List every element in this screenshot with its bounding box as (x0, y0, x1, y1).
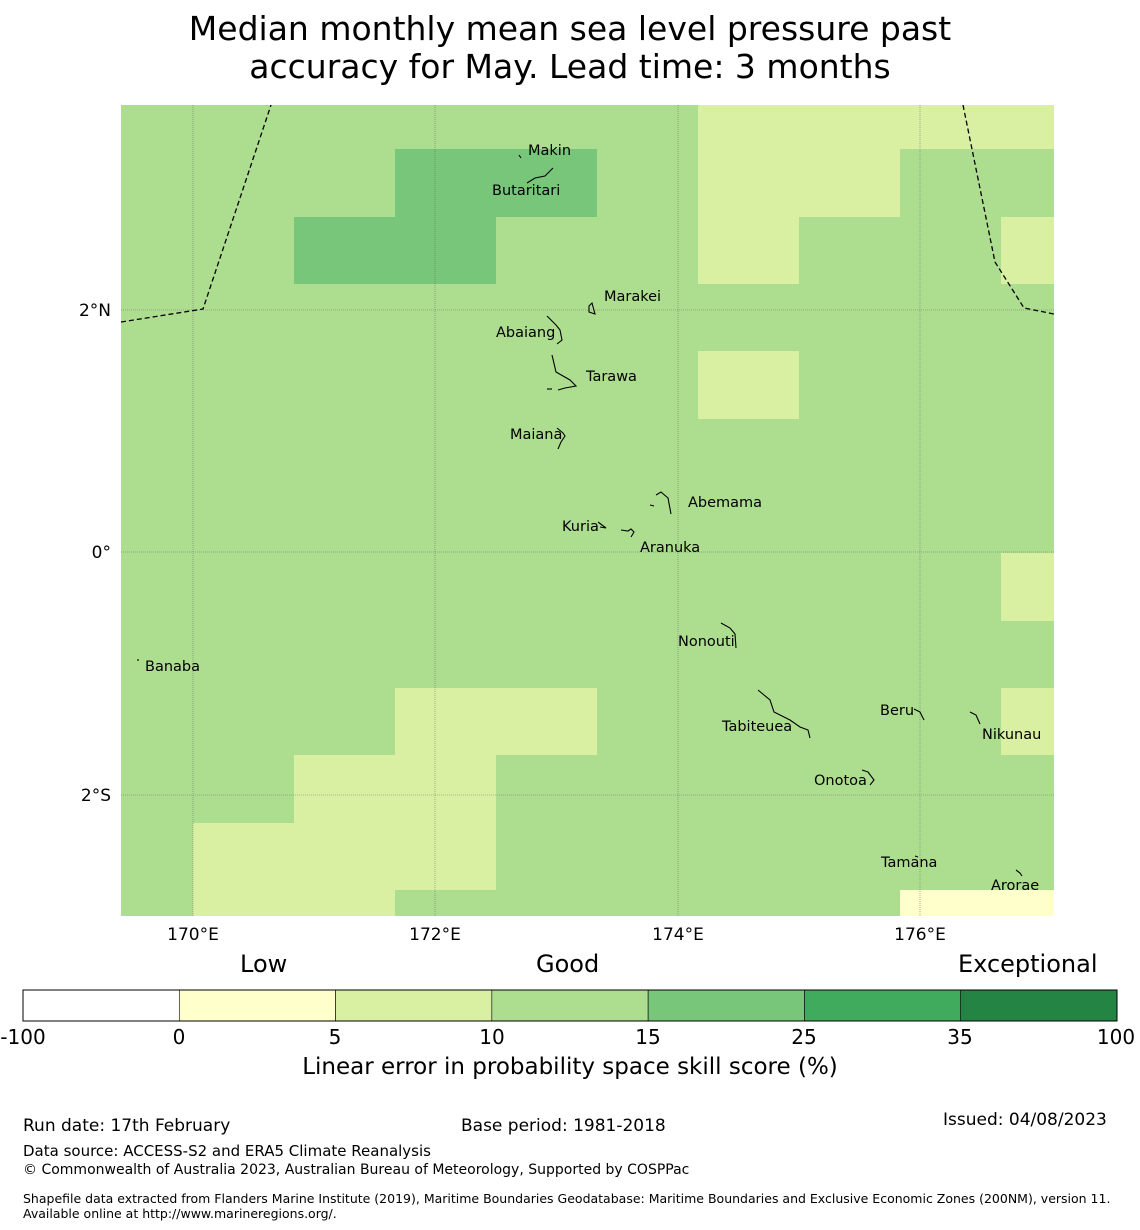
cell-low (395, 688, 597, 755)
cell-low (698, 351, 799, 419)
island-label-tabiteuea: Tabiteuea (721, 719, 792, 735)
base-period: Base period: 1981-2018 (461, 1116, 666, 1136)
colorbar-segment (647, 989, 805, 1022)
colorbar-tick: 25 (791, 1025, 817, 1049)
colorbar-segment (22, 989, 180, 1022)
colorbar-segments (22, 989, 1118, 1022)
cell-good-high (294, 217, 496, 284)
colorbar-segment (804, 989, 962, 1022)
island-label-makin: Makin (528, 143, 571, 159)
colorbar-segment (178, 989, 336, 1022)
island-label-tamana: Tamana (880, 855, 937, 871)
shapefile-credit: Shapefile data extracted from Flanders M… (23, 1191, 1111, 1221)
colorbar-frame (22, 989, 1118, 1022)
island-label-marakei: Marakei (604, 289, 661, 305)
cell-low (193, 823, 496, 890)
island-label-butaritari: Butaritari (492, 183, 560, 199)
issued-date: Issued: 04/08/2023 (943, 1110, 1107, 1130)
colorbar-tick: 5 (328, 1025, 342, 1049)
lat-label: 0° (92, 543, 111, 563)
colorbar-category-good: Good (536, 950, 600, 978)
map-title: Median monthly mean sea level pressure p… (0, 10, 1140, 86)
data-source: Data source: ACCESS-S2 and ERA5 Climate … (23, 1142, 431, 1160)
map-background (121, 105, 1054, 916)
copyright: © Commonwealth of Australia 2023, Austra… (23, 1162, 690, 1178)
cell-low (698, 217, 799, 284)
cell-low (294, 755, 496, 823)
colorbar-caption: Linear error in probability space skill … (302, 1054, 838, 1080)
island-label-kuria: Kuria (562, 519, 599, 535)
colorbar-segment (335, 989, 493, 1022)
cell-lowest (900, 890, 1054, 916)
colorbar-tick: 0 (172, 1025, 186, 1049)
cell-good-high (395, 149, 597, 217)
cell-low (698, 105, 1054, 149)
title-line-2: accuracy for May. Lead time: 3 months (249, 47, 891, 86)
coastlines (137, 154, 1023, 877)
island-label-maiana: Maiana (510, 427, 562, 443)
axis-labels: 170°E 172°E 174°E 176°E 2°N 0° 2°S (79, 301, 946, 945)
lon-label: 172°E (409, 925, 461, 945)
colorbar-category-exceptional: Exceptional (958, 950, 1098, 978)
lon-label: 174°E (652, 925, 704, 945)
lat-label: 2°S (81, 786, 111, 806)
island-label-tarawa: Tarawa (585, 369, 637, 385)
colorbar-tick: 35 (947, 1025, 973, 1049)
colorbar-tick: -100 (0, 1025, 46, 1049)
island-label-abaiang: Abaiang (496, 325, 555, 341)
island-label-nonouti: Nonouti (678, 634, 735, 650)
colorbar-tick: 10 (479, 1025, 505, 1049)
cell-low (193, 890, 395, 916)
cell-low (1001, 553, 1054, 621)
island-labels: Makin Butaritari Marakei Abaiang Tarawa … (145, 143, 1041, 894)
colorbar-segment (491, 989, 649, 1022)
island-label-onotoa: Onotoa (814, 773, 867, 789)
run-date: Run date: 17th February (23, 1116, 231, 1136)
gridlines (121, 105, 1054, 916)
skill-map: Makin Butaritari Marakei Abaiang Tarawa … (79, 104, 1055, 945)
island-label-beru: Beru (880, 703, 914, 719)
lat-label: 2°N (79, 301, 111, 321)
title-line-1: Median monthly mean sea level pressure p… (188, 9, 952, 48)
cell-low (698, 149, 900, 217)
island-label-aranuka: Aranuka (640, 540, 700, 556)
island-label-arorae: Arorae (991, 878, 1039, 894)
cell-low (1001, 217, 1054, 284)
island-label-abemama: Abemama (688, 495, 762, 511)
lon-label: 170°E (167, 925, 219, 945)
eez-boundary (120, 104, 1055, 323)
colorbar-category-low: Low (240, 950, 288, 978)
lon-label: 176°E (894, 925, 946, 945)
colorbar (22, 989, 1118, 1022)
colorbar-tick: 100 (1096, 1025, 1136, 1049)
cell-low (1001, 688, 1054, 755)
island-label-banaba: Banaba (145, 659, 200, 675)
colorbar-tick: 15 (635, 1025, 661, 1049)
colorbar-segment (960, 989, 1118, 1022)
island-label-nikunau: Nikunau (982, 727, 1041, 743)
